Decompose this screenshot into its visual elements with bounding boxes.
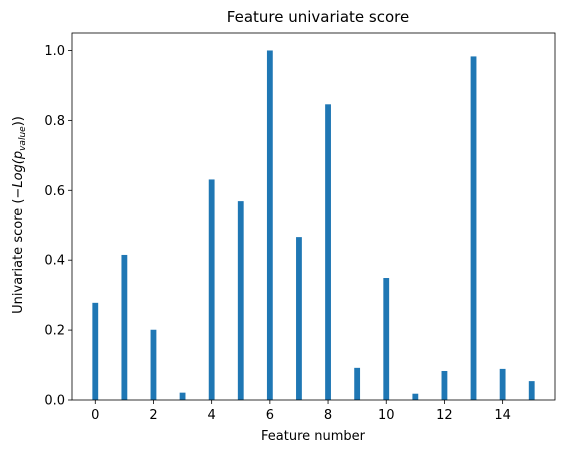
- y-tick-label: 0.0: [44, 394, 65, 409]
- y-axis-label-prefix: Univariate score (: [11, 199, 26, 314]
- bar-feature-14: [499, 368, 506, 400]
- x-tick-label: 8: [324, 408, 332, 423]
- y-axis-ticks: 0.0 0.2 0.4 0.6 0.8 1.0: [44, 44, 72, 409]
- x-tick-label: 12: [436, 408, 453, 423]
- y-axis-label-subscript: value: [18, 126, 28, 151]
- bar-feature-7: [296, 237, 302, 400]
- bar-feature-4: [208, 179, 215, 400]
- x-tick-label: 6: [266, 408, 274, 423]
- y-axis-label-suffix: )): [11, 116, 26, 126]
- x-axis-label: Feature number: [261, 429, 366, 444]
- bar-feature-5: [237, 201, 244, 400]
- bar-feature-11: [412, 393, 419, 400]
- bar-feature-8: [325, 104, 331, 400]
- x-tick-label: 4: [208, 408, 216, 423]
- y-tick-label: 0.2: [44, 324, 65, 339]
- bar-feature-9: [354, 367, 361, 400]
- bar-feature-0: [92, 302, 99, 400]
- x-axis-ticks: 0 2 4 6 8 10 12 14: [91, 400, 511, 423]
- bar-feature-1: [121, 254, 128, 400]
- y-axis-label: Univariate score (−Log(pvalue)): [11, 116, 28, 314]
- bar-feature-10: [383, 278, 390, 400]
- x-tick-label: 10: [378, 408, 395, 423]
- bar-feature-12: [441, 370, 448, 400]
- bar-feature-6: [266, 50, 273, 400]
- bar-feature-3: [179, 392, 186, 400]
- y-tick-label: 0.6: [44, 184, 65, 199]
- bar-feature-13: [470, 56, 477, 401]
- x-tick-label: 2: [149, 408, 157, 423]
- y-tick-label: 1.0: [44, 44, 65, 59]
- y-tick-label: 0.8: [44, 114, 65, 129]
- plot-frame: [71, 32, 556, 401]
- bar-feature-2: [150, 329, 157, 400]
- bar-feature-15: [528, 381, 535, 400]
- y-axis-label-math: −Log(p: [11, 151, 26, 199]
- x-tick-label: 0: [91, 408, 99, 423]
- chart-title: Feature univariate score: [227, 8, 409, 26]
- x-tick-label: 14: [494, 408, 511, 423]
- bars-group: [92, 50, 535, 401]
- y-tick-label: 0.4: [44, 254, 65, 269]
